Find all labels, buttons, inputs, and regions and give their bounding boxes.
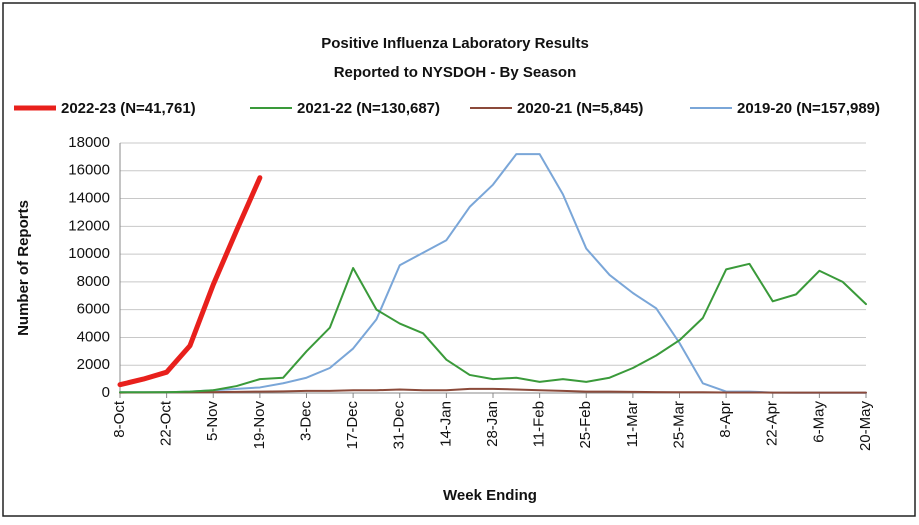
x-tick-label: 14-Jan <box>437 401 454 447</box>
x-tick-label: 11-Feb <box>531 401 548 447</box>
x-axis-title: Week Ending <box>443 487 537 504</box>
x-tick-label: 8-Apr <box>717 401 734 438</box>
frame <box>2 2 916 517</box>
y-tick-label: 2000 <box>77 356 110 373</box>
y-tick-label: 16000 <box>68 162 110 179</box>
y-tick-label: 18000 <box>68 134 110 151</box>
x-tick-label: 22-Oct <box>158 400 175 446</box>
x-tick-label: 17-Dec <box>344 401 361 450</box>
series-line <box>117 175 263 388</box>
x-tick-label: 20-May <box>857 401 874 452</box>
x-tick-label: 22-Apr <box>764 401 781 446</box>
legend-label: 2020-21 (N=5,845) <box>517 100 643 117</box>
y-tick-label: 6000 <box>77 301 110 318</box>
legend-label: 2019-20 (N=157,989) <box>737 100 880 117</box>
x-tick-label: 8-Oct <box>111 400 128 438</box>
y-tick-label: 8000 <box>77 273 110 290</box>
x-tick-label: 19-Nov <box>251 401 268 450</box>
legend-label: 2022-23 (N=41,761) <box>61 100 196 117</box>
x-tick-label: 3-Dec <box>297 401 314 442</box>
x-tick-label: 6-May <box>810 401 827 443</box>
y-tick-label: 4000 <box>77 328 110 345</box>
y-tick-label: 10000 <box>68 245 110 262</box>
chart-title: Positive Influenza Laboratory Results <box>321 35 589 52</box>
x-tick-label: 28-Jan <box>484 401 501 447</box>
y-tick-label: 0 <box>102 384 110 401</box>
series-line <box>119 262 867 394</box>
y-axis-title: Number of Reports <box>15 200 32 336</box>
x-tick-label: 5-Nov <box>204 401 221 442</box>
x-tick-label: 11-Mar <box>624 401 641 447</box>
legend-label: 2021-22 (N=130,687) <box>297 100 440 117</box>
x-tick-label: 31-Dec <box>391 401 408 450</box>
x-tick-label: 25-Feb <box>577 401 594 449</box>
x-tick-label: 25-Mar <box>670 401 687 449</box>
y-tick-label: 14000 <box>68 190 110 207</box>
chart-title: Reported to NYSDOH - By Season <box>334 64 577 81</box>
y-tick-label: 12000 <box>68 217 110 234</box>
series-line <box>119 387 867 394</box>
